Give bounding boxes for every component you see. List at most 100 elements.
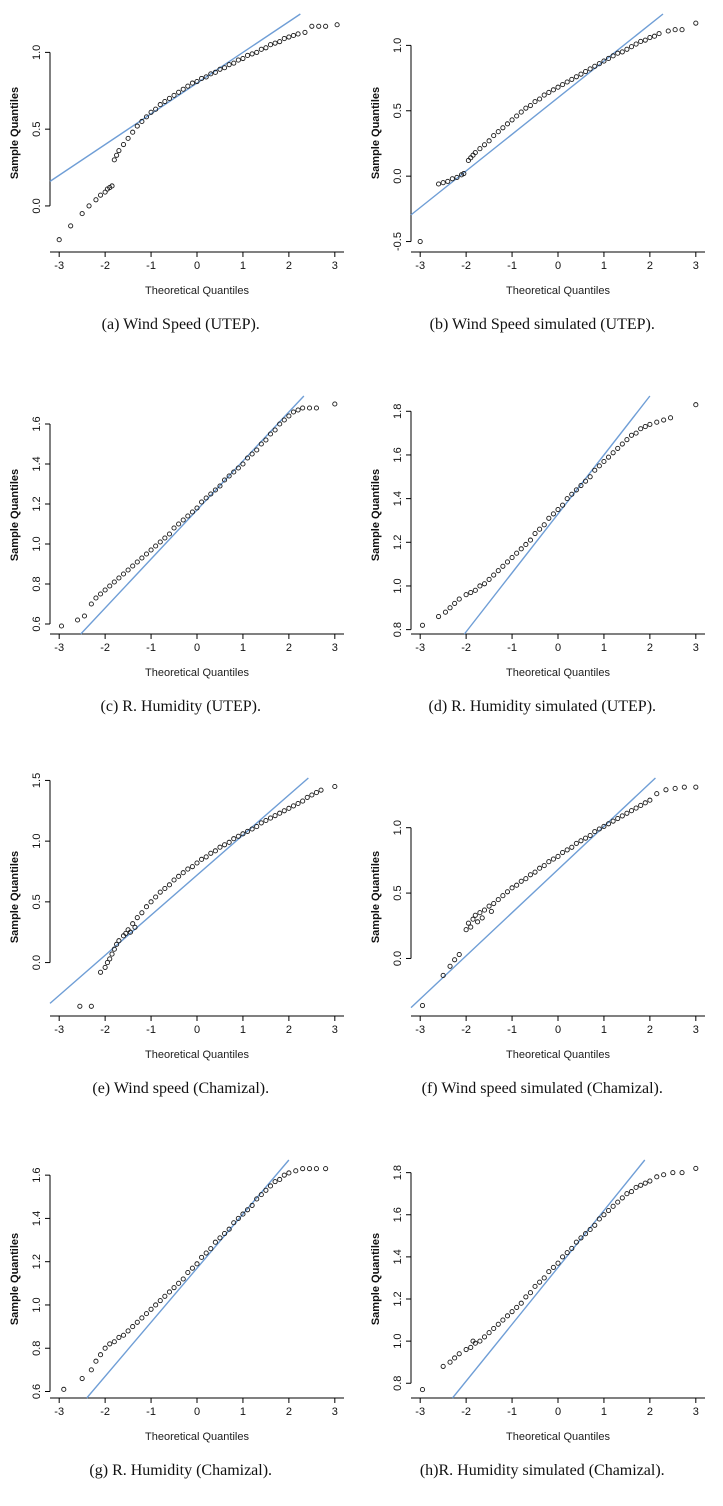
data-point <box>212 69 218 75</box>
y-axis-label: Sample Quantiles <box>9 469 21 561</box>
data-point <box>477 1338 483 1344</box>
data-point <box>479 915 486 921</box>
data-point <box>332 783 338 790</box>
data-point <box>486 1330 492 1336</box>
data-point <box>315 23 322 29</box>
data-point <box>221 65 227 71</box>
data-point <box>693 1165 699 1171</box>
data-point <box>495 1321 502 1327</box>
data-point <box>217 1235 223 1241</box>
data-point <box>564 1250 570 1256</box>
y-tick-label: 0.8 <box>31 576 43 591</box>
data-point <box>272 427 278 433</box>
data-point <box>162 1293 168 1299</box>
x-tick-label: 0 <box>194 642 200 654</box>
data-point <box>226 839 232 845</box>
data-point <box>546 515 552 521</box>
data-point <box>629 432 635 438</box>
data-points <box>58 401 338 629</box>
data-point <box>175 89 181 95</box>
data-point <box>541 522 548 528</box>
data-point <box>212 1239 218 1245</box>
y-tick-label: 1.4 <box>31 456 43 471</box>
y-axis-label: Sample Quantiles <box>370 87 382 179</box>
y-tick-label: 0.6 <box>31 616 43 631</box>
data-point <box>693 402 699 408</box>
data-point <box>597 463 603 469</box>
x-tick-label: -3 <box>54 642 64 654</box>
data-point <box>541 92 548 98</box>
data-point <box>189 80 195 86</box>
data-point <box>456 951 463 958</box>
data-point <box>546 89 552 96</box>
data-point <box>258 441 264 447</box>
x-tick-label: -3 <box>416 1024 426 1036</box>
x-tick-label: -1 <box>146 260 156 272</box>
data-point <box>420 1002 426 1009</box>
y-tick-label: 1.0 <box>392 1333 404 1348</box>
data-point <box>244 52 250 59</box>
data-point <box>528 102 534 109</box>
data-point <box>249 51 255 57</box>
data-point <box>620 813 626 819</box>
y-tick-label: 0.0 <box>31 955 43 970</box>
data-point <box>486 138 492 144</box>
data-point <box>654 791 660 797</box>
data-point <box>281 1172 287 1178</box>
data-point <box>532 99 538 105</box>
data-point <box>574 1239 580 1245</box>
y-tick-label: 1.4 <box>392 1249 404 1264</box>
axes: -3 -2 -1 0 1 2 3 -0.5 0.0 0.5 1.0 <box>392 38 706 272</box>
y-tick-label: 1.4 <box>392 491 404 506</box>
y-axis-label: Sample Quantiles <box>370 1233 382 1325</box>
data-point <box>447 605 453 611</box>
x-tick-label: 0 <box>194 1406 200 1418</box>
data-point <box>148 109 154 115</box>
data-point <box>491 572 497 578</box>
data-point <box>468 155 474 161</box>
data-point <box>276 421 282 427</box>
x-axis-label: Theoretical Quantiles <box>145 1431 249 1443</box>
data-point <box>417 238 423 245</box>
qq-figure-grid: -3 -2 -1 0 1 2 3 0.0 0.5 1.0 Theoretical Quantiles… <box>0 6 723 1480</box>
data-point <box>624 46 630 52</box>
data-point <box>276 810 282 816</box>
data-point <box>143 551 149 557</box>
data-point <box>157 102 163 108</box>
qq-plot-c: -3 -2 -1 0 1 2 3 0.6 0.8 1.0 1.2 1.4 1.6 Theoretical … <box>5 388 356 692</box>
y-tick-label: 0.0 <box>392 169 404 184</box>
data-point <box>647 797 653 803</box>
data-point <box>221 477 227 483</box>
data-point <box>180 86 186 92</box>
x-axis-label: Theoretical Quantiles <box>145 667 249 679</box>
data-point <box>560 82 566 88</box>
data-point <box>286 805 292 811</box>
x-tick-label: -2 <box>100 1024 110 1036</box>
data-point <box>60 1386 67 1392</box>
data-point <box>129 129 135 135</box>
data-point <box>299 405 305 411</box>
data-point <box>477 146 483 152</box>
data-point <box>162 98 168 105</box>
data-point <box>157 889 163 895</box>
x-tick-label: -3 <box>54 1406 64 1418</box>
data-point <box>647 34 653 41</box>
x-tick-label: -1 <box>507 1406 517 1418</box>
data-point <box>672 785 678 792</box>
reference-line <box>49 777 309 1004</box>
data-point <box>148 547 154 553</box>
x-tick-label: -1 <box>507 260 517 272</box>
data-point <box>97 591 103 597</box>
data-point <box>334 22 340 28</box>
data-point <box>518 109 525 115</box>
y-tick-label: 1.0 <box>392 578 404 593</box>
data-point <box>514 550 520 556</box>
data-point <box>281 808 287 814</box>
data-point <box>194 860 200 866</box>
qq-plot-a: -3 -2 -1 0 1 2 3 0.0 0.5 1.0 Theoretical Quantiles… <box>5 6 356 310</box>
data-point <box>638 426 644 432</box>
data-point <box>555 1260 561 1266</box>
axes: -3 -2 -1 0 1 2 3 0.8 1.0 1.2 1.4 1.6 1.8 <box>392 404 706 654</box>
data-point <box>306 1166 312 1172</box>
data-point <box>134 559 140 565</box>
